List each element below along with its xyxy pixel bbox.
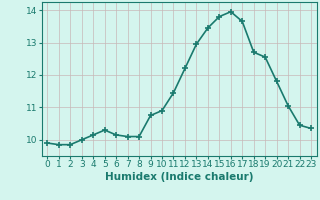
X-axis label: Humidex (Indice chaleur): Humidex (Indice chaleur) (105, 172, 253, 182)
